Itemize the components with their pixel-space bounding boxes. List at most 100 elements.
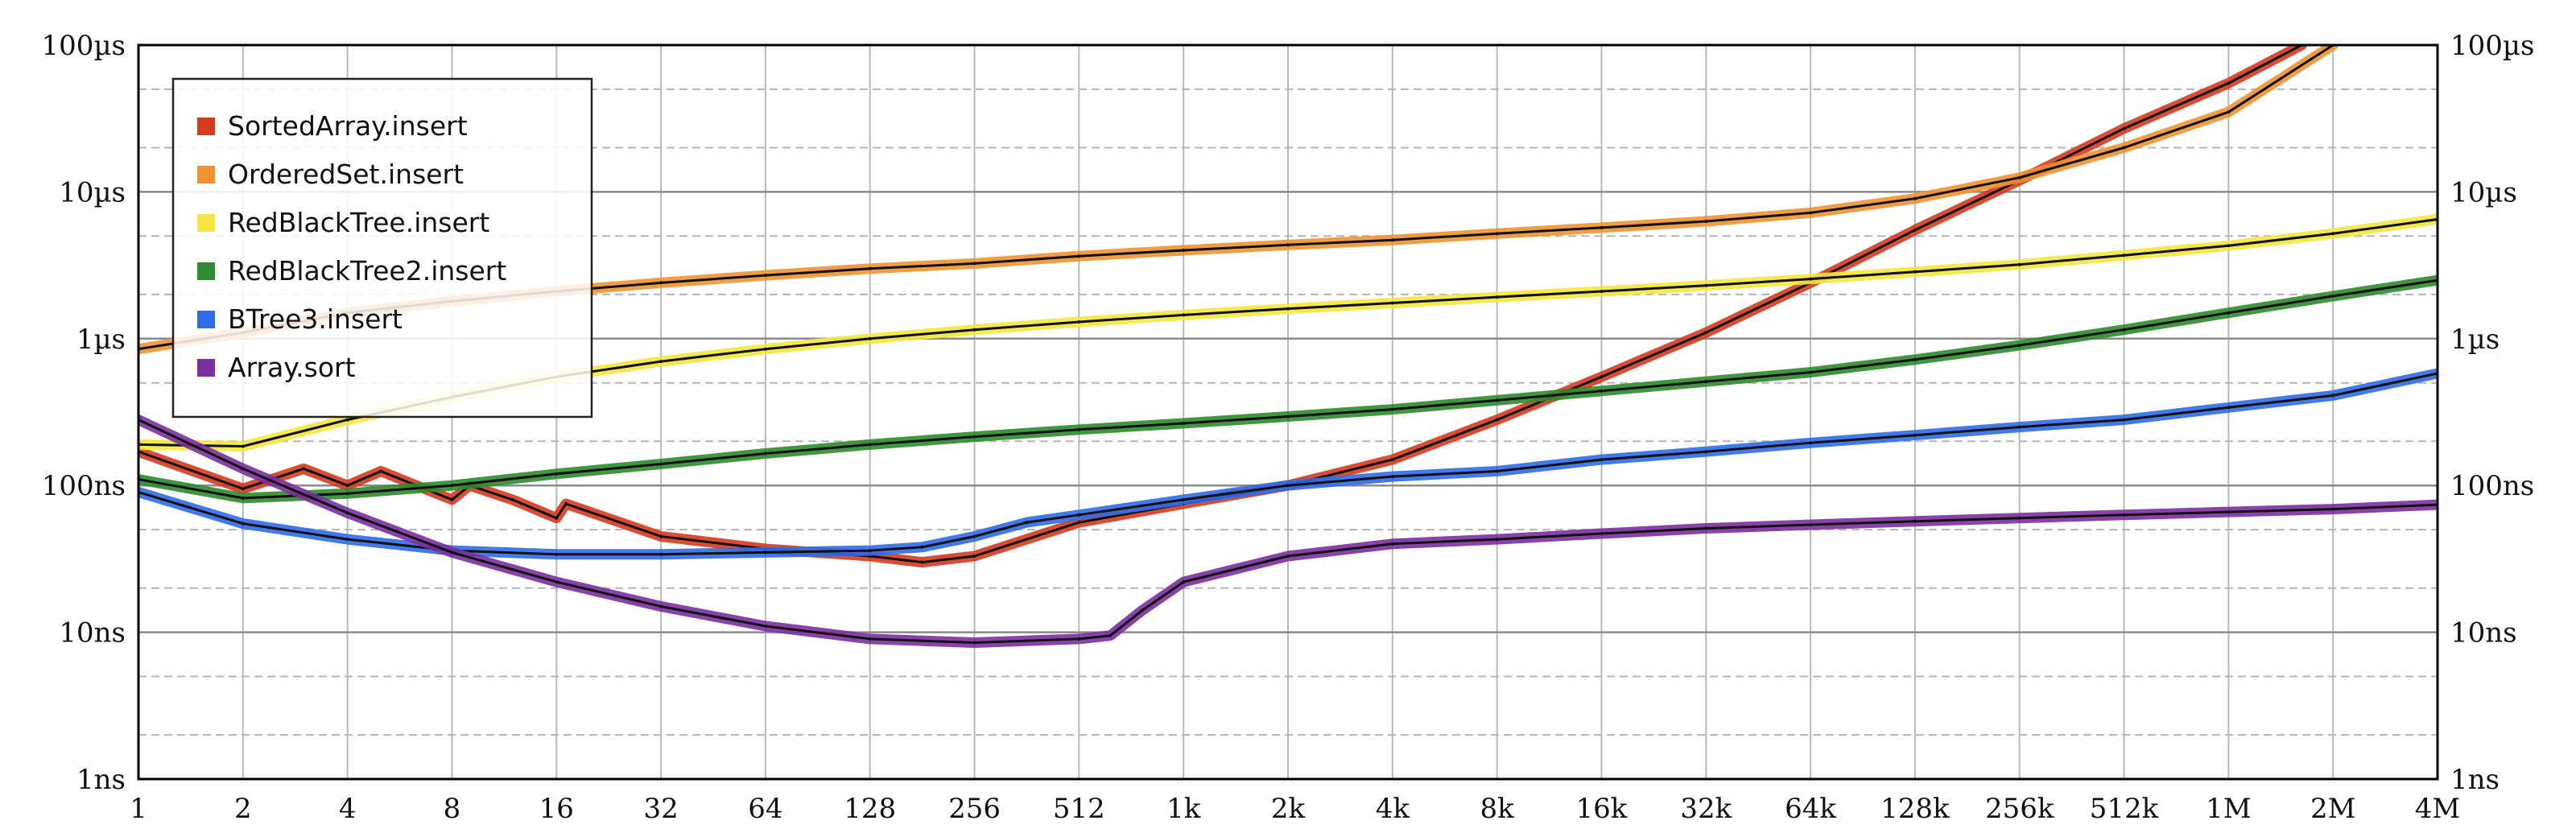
- data-point: [1913, 433, 1917, 437]
- x-tick-label: 256k: [1985, 793, 2054, 825]
- data-point: [1495, 232, 1499, 236]
- data-point: [972, 641, 976, 645]
- data-point: [659, 462, 663, 466]
- x-tick-label: 128: [844, 793, 896, 825]
- data-point: [763, 550, 767, 555]
- data-point: [1913, 196, 1917, 200]
- x-tick-label: 64: [748, 793, 782, 825]
- data-point: [972, 328, 976, 332]
- data-point: [763, 274, 767, 278]
- data-point: [510, 497, 514, 501]
- data-point: [659, 604, 663, 608]
- legend-label: RedBlackTree2.insert: [228, 255, 506, 287]
- y-tick-label-left: 10µs: [59, 176, 126, 208]
- data-point: [1286, 307, 1290, 311]
- y-tick-label-left: 1ns: [76, 764, 126, 796]
- data-point: [1913, 228, 1917, 232]
- data-point: [1704, 283, 1708, 287]
- data-point: [868, 549, 872, 553]
- data-point: [2331, 394, 2335, 398]
- data-point: [345, 418, 349, 422]
- data-point: [1390, 407, 1394, 411]
- grid: [138, 45, 2438, 779]
- legend-label: RedBlackTree.insert: [228, 207, 489, 238]
- data-point: [241, 496, 245, 500]
- data-point: [555, 580, 559, 584]
- data-point: [1809, 441, 1813, 445]
- data-point: [1286, 243, 1290, 247]
- x-tick-label: 1k: [1166, 793, 1201, 825]
- data-point: [345, 484, 349, 488]
- data-point: [2122, 146, 2126, 150]
- data-point: [2227, 311, 2231, 315]
- data-point: [1077, 637, 1081, 641]
- data-point: [1913, 270, 1917, 274]
- x-tick-label: 4k: [1376, 793, 1410, 825]
- x-tick-label: 4M: [2415, 793, 2460, 825]
- data-point: [1704, 526, 1708, 530]
- legend-swatch: [197, 359, 215, 377]
- legend-swatch: [197, 214, 215, 232]
- data-point: [345, 492, 349, 496]
- data-point: [2017, 262, 2021, 266]
- legend-label: BTree3.insert: [228, 303, 402, 335]
- data-point: [1495, 418, 1499, 422]
- data-point: [345, 538, 349, 542]
- data-point: [763, 451, 767, 456]
- data-point: [763, 625, 767, 628]
- data-point: [1913, 357, 1917, 361]
- data-point: [1809, 523, 1813, 526]
- x-tick-label: 32k: [1680, 793, 1732, 825]
- data-point: [2017, 516, 2021, 520]
- data-point: [868, 443, 872, 447]
- data-point: [1704, 450, 1708, 454]
- y-tick-label-left: 10ns: [59, 617, 126, 649]
- x-tick-label: 1: [130, 793, 147, 825]
- x-tick-label: 8k: [1480, 793, 1515, 825]
- data-point: [1182, 422, 1186, 425]
- data-point: [2227, 110, 2231, 114]
- data-point: [1600, 290, 1604, 293]
- x-tick-label: 32: [643, 793, 678, 825]
- legend-swatch: [197, 311, 215, 328]
- data-point: [1390, 542, 1394, 546]
- x-tick-label: 256: [948, 793, 1001, 825]
- data-point: [1600, 532, 1604, 535]
- data-point: [1025, 521, 1029, 525]
- data-point: [1077, 521, 1081, 525]
- data-point: [1600, 375, 1604, 379]
- data-point: [1077, 427, 1081, 431]
- data-point: [2227, 81, 2231, 85]
- data-point: [1182, 497, 1186, 501]
- data-point: [659, 534, 663, 538]
- data-point: [2227, 510, 2231, 514]
- data-point: [763, 347, 767, 351]
- data-point: [1182, 580, 1186, 584]
- data-point: [1140, 608, 1144, 612]
- data-point: [450, 550, 454, 555]
- data-point: [1495, 469, 1499, 473]
- y-tick-label-left: 100µs: [42, 30, 126, 62]
- data-point: [1809, 277, 1813, 281]
- x-tick-label: 128k: [1880, 793, 1950, 825]
- data-point: [1390, 238, 1394, 242]
- x-tick-label: 2k: [1271, 793, 1306, 825]
- data-point: [1600, 389, 1604, 393]
- data-point: [555, 472, 559, 476]
- data-point: [2017, 175, 2021, 179]
- data-point: [2331, 232, 2335, 236]
- x-tick-label: 2: [234, 793, 252, 825]
- data-point: [1495, 538, 1499, 542]
- data-point: [1600, 458, 1604, 462]
- x-tick-label: 2M: [2310, 793, 2355, 825]
- data-point: [659, 281, 663, 285]
- data-point: [450, 484, 454, 488]
- data-point: [2017, 344, 2021, 348]
- y-tick-label-left: 1µs: [76, 324, 126, 356]
- x-tick-label: 1M: [2206, 793, 2251, 825]
- data-point: [1108, 633, 1113, 637]
- y-tick-label-right: 100µs: [2450, 30, 2534, 62]
- data-point: [1600, 225, 1604, 229]
- x-tick-label: 8: [444, 793, 461, 825]
